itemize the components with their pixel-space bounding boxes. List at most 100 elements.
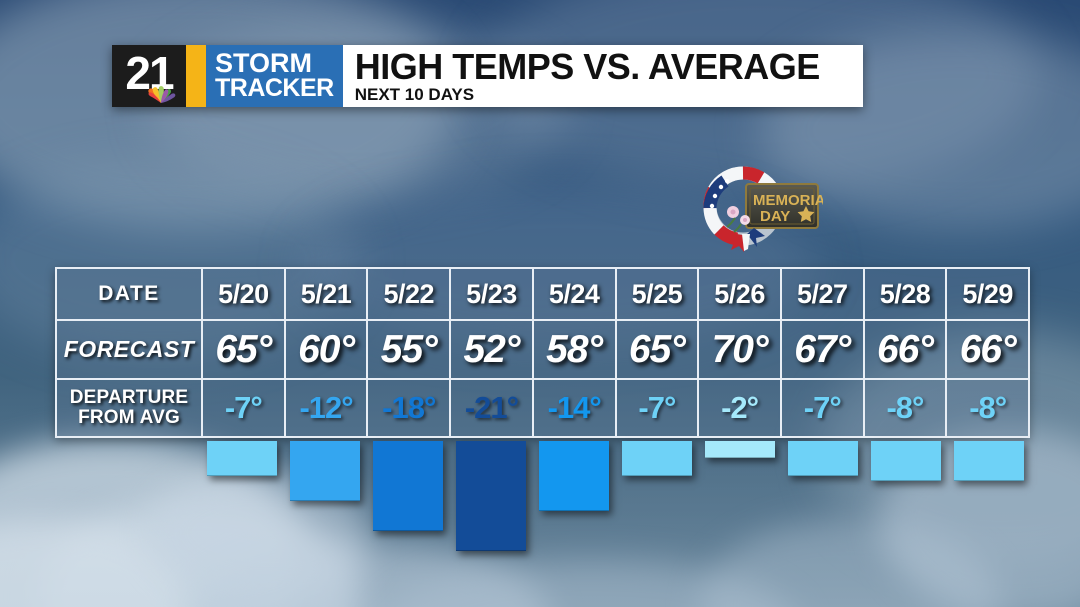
forecast-cell: 66° — [864, 321, 948, 378]
forecast-value: 52° — [463, 327, 520, 371]
date-value: 5/26 — [714, 278, 765, 309]
departure-cell: -21° — [451, 380, 534, 436]
date-value: 5/22 — [383, 278, 435, 309]
row-label-forecast: FORECAST — [57, 321, 203, 378]
departure-cell: -2° — [699, 380, 782, 436]
date-cell: 5/24 — [533, 269, 617, 319]
forecast-value: 70° — [711, 327, 769, 371]
forecast-value: 66° — [876, 327, 934, 371]
table-row-departure: DEPARTURE FROM AVG -7° -12° -18° -21° -1… — [57, 378, 1029, 436]
logo-tracker-text: TRACKER — [215, 74, 334, 102]
departure-cell: -14° — [533, 380, 617, 436]
date-cell: 5/26 — [699, 269, 782, 319]
date-cell: 5/23 — [451, 269, 534, 319]
departure-bar — [539, 441, 610, 511]
row-label-departure-text: DEPARTURE FROM AVG — [70, 388, 189, 428]
forecast-value: 55° — [380, 327, 438, 371]
row-label-departure: DEPARTURE FROM AVG — [57, 380, 203, 436]
bar-column — [781, 441, 864, 607]
nbc-peacock-icon — [148, 86, 176, 103]
table-row-forecast: FORECAST 65° 60° 55° 52° 58° 65° 70° 67°… — [57, 319, 1029, 378]
bar-column — [450, 441, 533, 607]
ribbon-icon — [731, 228, 765, 252]
date-cell: 5/27 — [781, 269, 865, 319]
forecast-cell: 58° — [533, 321, 617, 378]
channel-number-text: 21 — [125, 47, 174, 99]
departure-value: -7° — [803, 390, 842, 425]
bar-column — [284, 441, 367, 607]
forecast-value: 66° — [959, 327, 1017, 371]
flower-icon — [726, 206, 750, 233]
header-banner: 21 STORM TRACKER — [112, 45, 863, 107]
departure-bar — [787, 441, 858, 476]
departure-value: -7° — [638, 390, 676, 425]
departure-value: -2° — [721, 390, 759, 425]
departure-bar — [373, 441, 444, 531]
date-value: 5/23 — [466, 278, 517, 309]
departure-cell: -7° — [781, 380, 865, 436]
date-cell: 5/25 — [616, 269, 700, 319]
forecast-cell: 66° — [947, 321, 1029, 378]
forecast-table: DATE 5/20 5/21 5/22 5/23 5/24 5/25 5/26 … — [55, 267, 1030, 438]
bar-column — [533, 441, 616, 607]
date-cell: 5/22 — [368, 269, 452, 319]
badge-line1: MEMORIAL — [753, 192, 823, 209]
title-block: HIGH TEMPS VS. AVERAGE NEXT 10 DAYS — [342, 45, 863, 107]
departure-cell: -8° — [947, 380, 1029, 436]
page-title: HIGH TEMPS VS. AVERAGE — [354, 45, 821, 87]
forecast-value: 65° — [215, 327, 272, 371]
logo-yellow-stripe — [186, 45, 206, 107]
date-cell: 5/28 — [864, 269, 948, 319]
departure-value: -8° — [886, 390, 924, 425]
date-cell: 5/20 — [203, 269, 286, 319]
bar-column — [367, 441, 450, 607]
forecast-value: 58° — [546, 327, 603, 371]
row-label-date-text: DATE — [98, 282, 160, 305]
forecast-cell: 55° — [368, 321, 452, 378]
logo-storm-text: STORM — [215, 48, 313, 78]
date-value: 5/24 — [548, 278, 600, 309]
cloud-wisp — [0, 0, 460, 230]
forecast-cell: 70° — [699, 321, 782, 378]
bar-column — [947, 441, 1030, 607]
memorial-day-badge: MEMORIAL DAY — [703, 166, 823, 252]
departure-value: -7° — [224, 390, 263, 425]
storm-tracker-wordmark: STORM TRACKER — [206, 45, 343, 107]
departure-value: -14° — [547, 390, 602, 425]
departure-bar — [456, 441, 527, 551]
departure-cell: -18° — [368, 380, 452, 436]
forecast-cell: 65° — [203, 321, 286, 378]
forecast-cell: 65° — [616, 321, 700, 378]
date-value: 5/20 — [218, 278, 269, 309]
date-value: 5/27 — [796, 278, 848, 309]
bar-column — [201, 441, 284, 607]
bar-column — [698, 441, 781, 607]
departure-value: -21° — [464, 390, 519, 425]
forecast-value: 67° — [794, 327, 851, 371]
departure-value: -18° — [382, 390, 436, 425]
forecast-value: 60° — [298, 327, 355, 371]
table-row-date: DATE 5/20 5/21 5/22 5/23 5/24 5/25 5/26 … — [57, 269, 1029, 319]
date-cell: 5/21 — [285, 269, 369, 319]
forecast-cell: 60° — [285, 321, 369, 378]
forecast-cell: 52° — [451, 321, 534, 378]
date-value: 5/28 — [879, 278, 931, 309]
departure-cell: -8° — [864, 380, 948, 436]
page-subtitle: NEXT 10 DAYS — [354, 84, 475, 104]
bar-column — [864, 441, 947, 607]
departure-bar — [621, 441, 692, 476]
date-value: 5/21 — [300, 278, 352, 309]
departure-cell: -7° — [203, 380, 286, 436]
departure-value: -12° — [299, 390, 353, 425]
date-value: 5/29 — [962, 278, 1013, 309]
row-label-departure-line2: FROM AVG — [78, 407, 180, 428]
departure-bar-chart — [201, 441, 1030, 607]
date-value: 5/25 — [631, 278, 683, 309]
badge-line2: DAY — [760, 208, 790, 225]
departure-cell: -12° — [285, 380, 369, 436]
station-logo: 21 STORM TRACKER — [112, 45, 343, 107]
row-label-forecast-text: FORECAST — [63, 336, 195, 362]
departure-bar — [207, 441, 278, 476]
forecast-value: 65° — [628, 327, 686, 371]
